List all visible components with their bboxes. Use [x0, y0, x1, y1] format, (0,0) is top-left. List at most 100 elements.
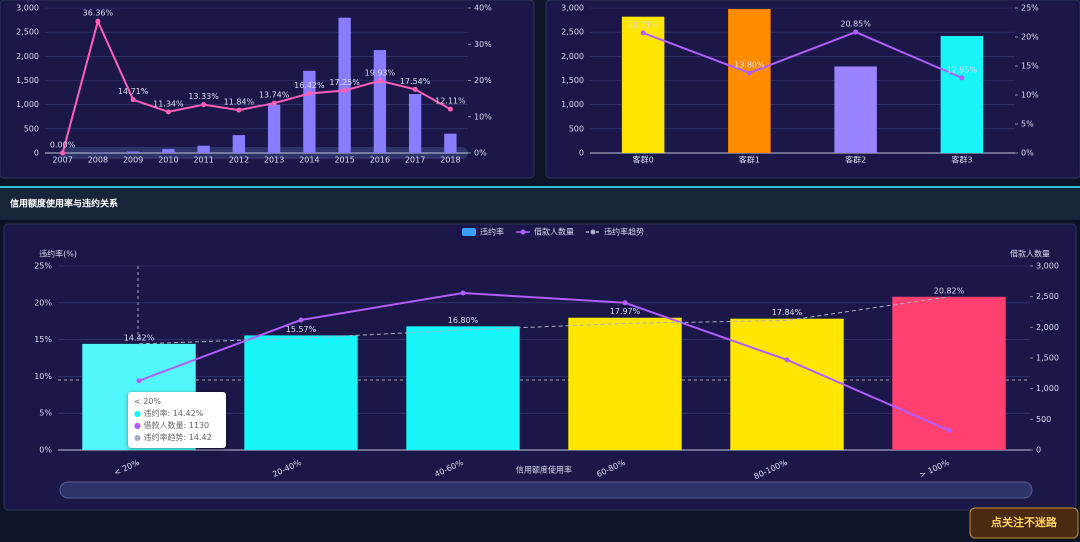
point — [298, 317, 304, 323]
y-axis-title: 违约率(%) — [39, 249, 77, 259]
x-tick-label: 2012 — [229, 156, 249, 165]
y-tick-label: 2,500 — [16, 28, 39, 37]
y2-tick-label: 0 — [1036, 446, 1041, 455]
x-tick-label: 客群3 — [951, 155, 972, 165]
legend-label: 借款人数量 — [534, 227, 574, 237]
y-tick-label: 15% — [34, 335, 52, 344]
point — [377, 78, 383, 84]
x-tick-label: 客群1 — [739, 155, 760, 165]
point — [959, 75, 965, 81]
y2-tick-label: 30% — [474, 40, 492, 49]
panel — [0, 0, 535, 179]
point — [460, 290, 466, 296]
y2-tick-label: 10% — [474, 112, 492, 121]
legend-swatch — [520, 229, 526, 235]
tooltip-title: < 20% — [134, 397, 162, 406]
section-header — [0, 186, 1080, 220]
point — [165, 109, 171, 115]
x-tick-label: 2007 — [52, 156, 72, 165]
y2-axis-title: 借款人数量 — [1010, 249, 1050, 259]
tooltip-text: 违约率趋势: 14.42 — [143, 433, 212, 442]
y-tick-label: 5% — [39, 409, 52, 418]
y2-tick-label: 2,500 — [1036, 292, 1059, 301]
point — [306, 90, 312, 96]
point — [130, 97, 136, 103]
point — [412, 86, 418, 92]
x-tick-label: 2017 — [405, 156, 425, 165]
x-tick-label: 客群2 — [845, 155, 866, 165]
y2-tick-label: 1,500 — [1036, 354, 1059, 363]
x-tick-label: 2013 — [264, 156, 284, 165]
bar — [126, 151, 140, 153]
y-tick-label: 2,000 — [561, 52, 584, 61]
y2-tick-label: 40% — [474, 4, 492, 13]
data-label: 14.71% — [118, 87, 149, 96]
bar — [373, 50, 387, 153]
point — [136, 378, 142, 384]
bar — [197, 145, 210, 153]
data-label: 17.84% — [772, 308, 803, 317]
point — [447, 106, 453, 112]
point — [95, 18, 101, 24]
tooltip-text: 借款人数量: 1130 — [143, 421, 210, 430]
bar — [940, 36, 984, 153]
point — [236, 107, 242, 113]
point — [271, 100, 277, 106]
y-tick-label: 1,500 — [16, 76, 39, 85]
y-tick-label: 10% — [34, 372, 52, 381]
bar — [568, 317, 682, 450]
data-label: 17.54% — [400, 77, 431, 86]
y2-tick-label: 0% — [1021, 149, 1034, 158]
legend-label: 违约率趋势 — [604, 227, 644, 237]
y-tick-label: 3,000 — [16, 4, 39, 13]
x-tick-label: 2011 — [193, 156, 213, 165]
y2-tick-label: 25% — [1021, 4, 1039, 13]
tooltip-line: ● 借款人数量: 1130 — [134, 421, 210, 430]
x-axis-title: 信用额度使用率 — [516, 465, 572, 475]
point — [201, 102, 207, 108]
y2-tick-label: 15% — [1021, 62, 1039, 71]
y-tick-label: 0% — [39, 446, 52, 455]
watermark-box — [969, 507, 1079, 539]
point — [640, 30, 646, 36]
data-label: 20.71% — [628, 20, 659, 29]
legend-swatch — [590, 229, 596, 235]
y-tick-label: 500 — [569, 124, 584, 133]
point — [622, 300, 628, 306]
data-label: 20.85% — [840, 20, 871, 29]
zoom-slider[interactable] — [59, 481, 1033, 499]
y-tick-label: 1,500 — [561, 76, 584, 85]
x-tick-label: 2015 — [334, 156, 354, 165]
tooltip-text: 违约率: 14.42% — [143, 409, 204, 418]
bar — [162, 149, 175, 153]
y-tick-label: 1,000 — [16, 100, 39, 109]
y2-tick-label: 0% — [474, 149, 487, 158]
point — [853, 29, 859, 35]
tooltip-line: ● 违约率: 14.42% — [134, 409, 204, 418]
x-tick-label: 2010 — [158, 156, 178, 165]
x-tick-label: 2016 — [370, 156, 390, 165]
point — [946, 427, 952, 433]
legend-swatch — [462, 228, 476, 236]
y2-tick-label: 5% — [1021, 120, 1034, 129]
bar — [232, 135, 246, 153]
line — [138, 291, 950, 432]
x-tick-label: 2008 — [88, 156, 108, 165]
bar — [621, 16, 665, 154]
bar — [244, 335, 358, 450]
bar — [444, 133, 457, 153]
x-tick-label: 2014 — [299, 156, 319, 165]
y2-tick-label: 3,000 — [1036, 262, 1059, 271]
data-label: 20.82% — [934, 286, 965, 295]
x-tick-label: 2018 — [440, 156, 460, 165]
y-tick-label: 0 — [579, 149, 584, 158]
data-label: 11.84% — [224, 98, 255, 107]
bar — [267, 104, 281, 153]
watermark: 点关注不迷路 — [991, 515, 1058, 529]
y2-tick-label: 2,000 — [1036, 323, 1059, 332]
bar — [338, 17, 351, 153]
y-tick-label: 3,000 — [561, 4, 584, 13]
line — [138, 296, 950, 345]
